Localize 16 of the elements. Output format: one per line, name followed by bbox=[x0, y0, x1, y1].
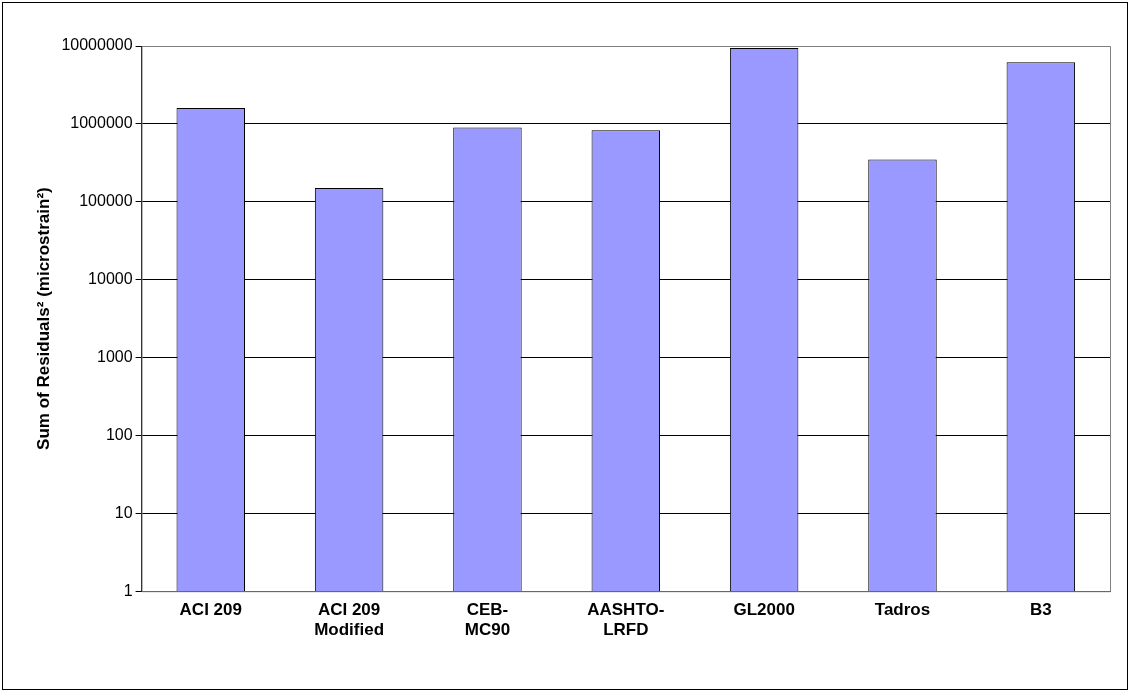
y-tick-label: 1000 bbox=[96, 347, 133, 365]
y-tick-label: 10000000 bbox=[61, 36, 133, 54]
y-tick-label: 100 bbox=[105, 425, 133, 443]
x-tick-label: AASHTO- LRFD bbox=[587, 600, 665, 640]
x-tick-label: ACI 209 bbox=[179, 600, 242, 620]
y-tick-label: 10 bbox=[114, 503, 133, 521]
x-tick-label: Tadros bbox=[874, 600, 931, 620]
x-tick-label: B3 bbox=[1029, 600, 1052, 620]
y-tick-label: 1000000 bbox=[70, 114, 133, 132]
y-tick-label: 1 bbox=[123, 581, 133, 599]
x-tick-label: ACI 209 Modified bbox=[314, 600, 385, 640]
y-tick-label: 10000 bbox=[88, 270, 133, 288]
y-axis-title: Sum of Residuals² (microstrain²) bbox=[33, 187, 53, 450]
x-tick-label: CEB- MC90 bbox=[464, 600, 511, 640]
y-tick-label: 100000 bbox=[79, 192, 133, 210]
x-tick-label: GL2000 bbox=[733, 600, 795, 620]
